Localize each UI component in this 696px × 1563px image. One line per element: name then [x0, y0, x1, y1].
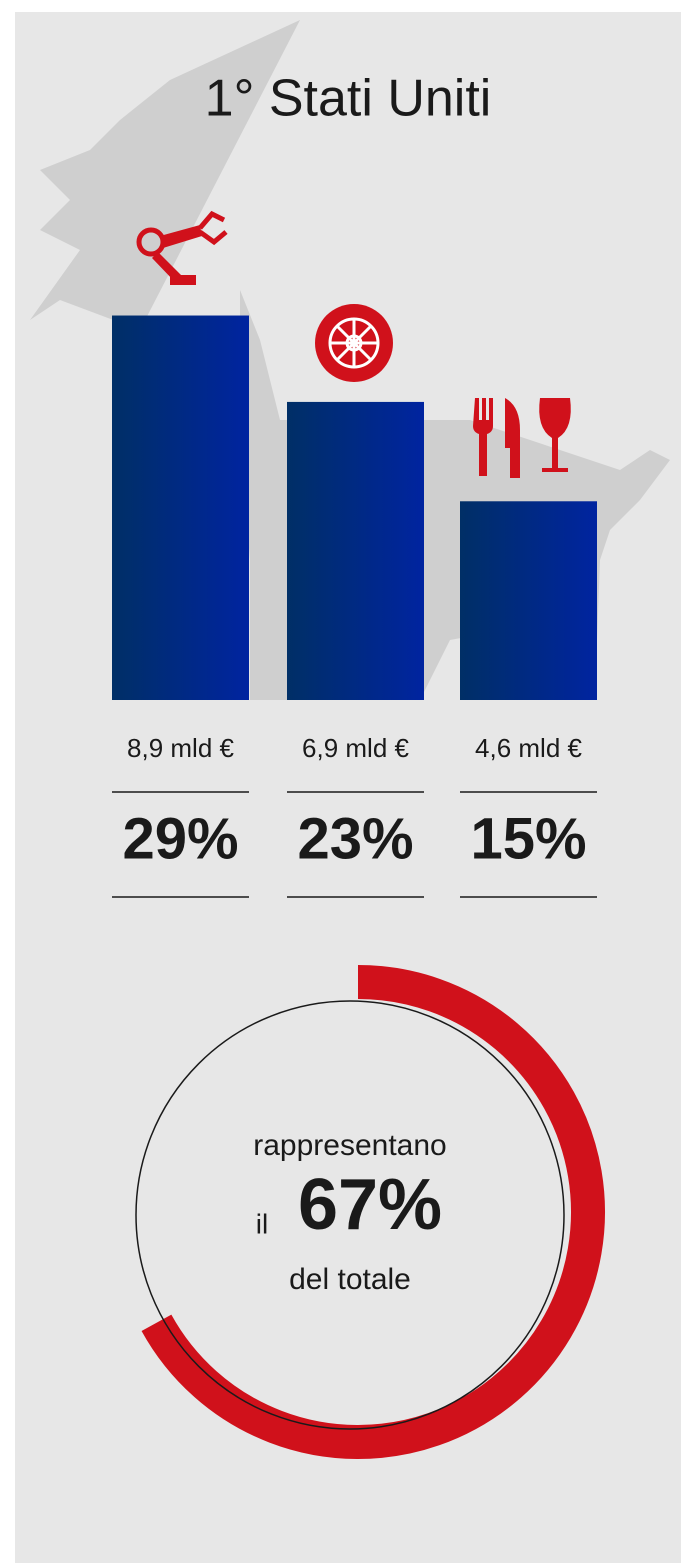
robot-arm-icon — [136, 210, 228, 285]
donut-text: rappresentano — [253, 1129, 446, 1162]
donut-value: 67% — [298, 1165, 442, 1245]
value-label: 4,6 mld € — [475, 733, 582, 763]
bar — [112, 315, 249, 700]
title: 1° Stati Uniti — [205, 70, 492, 128]
food-wine-icon — [473, 398, 571, 478]
wheel-icon — [315, 304, 393, 382]
donut-text: il — [256, 1208, 268, 1239]
share-label: 15% — [470, 806, 586, 871]
value-label: 6,9 mld € — [302, 733, 409, 763]
bar — [287, 401, 424, 700]
inner-circle — [135, 1000, 565, 1430]
share-label: 29% — [122, 806, 238, 871]
value-label: 8,9 mld € — [127, 733, 234, 763]
donut-text: del totale — [289, 1263, 411, 1296]
map-alaska — [30, 20, 300, 330]
share-label: 23% — [297, 806, 413, 871]
donut-arc — [141, 965, 605, 1459]
bar — [460, 501, 597, 700]
